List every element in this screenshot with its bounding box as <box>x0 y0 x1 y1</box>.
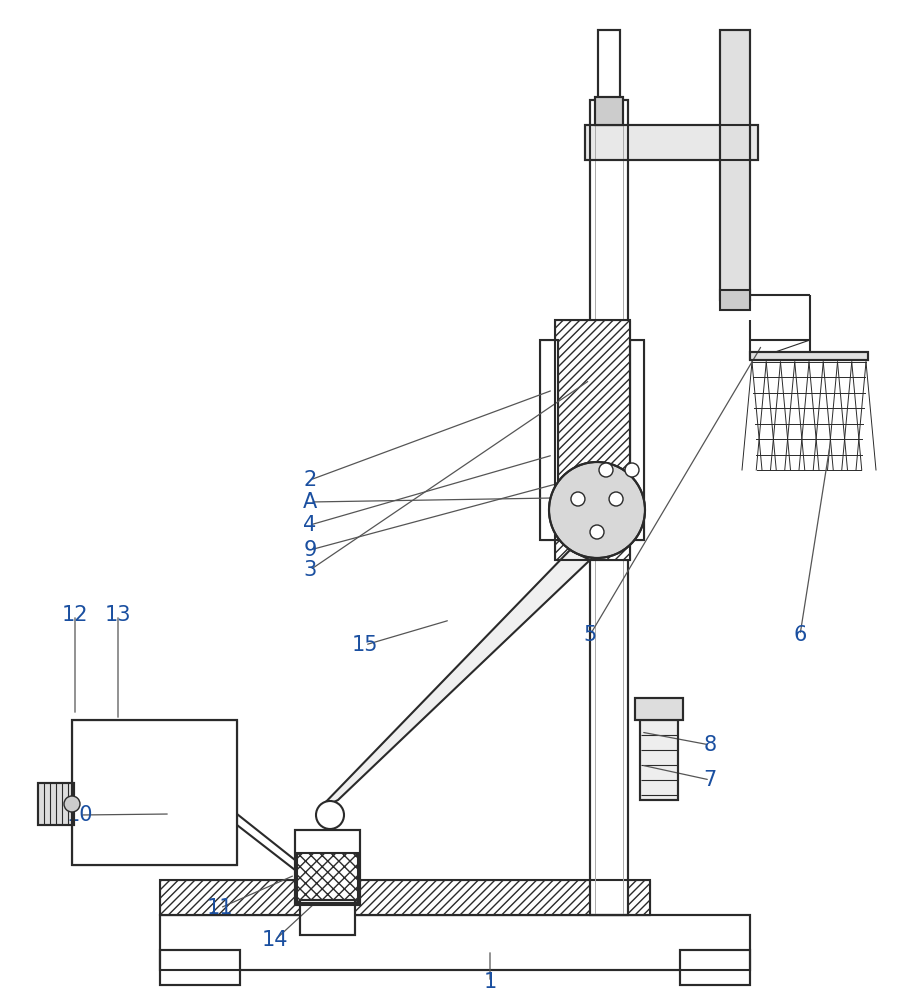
Bar <box>555 320 630 560</box>
Text: 5: 5 <box>583 625 597 645</box>
Bar <box>640 715 678 800</box>
Bar <box>750 352 868 360</box>
Text: 4: 4 <box>303 515 317 535</box>
Text: 14: 14 <box>262 930 288 950</box>
Bar <box>590 100 628 915</box>
Text: 12: 12 <box>62 605 88 625</box>
Bar <box>72 720 237 865</box>
Text: 13: 13 <box>104 605 132 625</box>
Bar <box>300 900 355 935</box>
Bar <box>160 950 240 985</box>
Bar <box>595 97 623 125</box>
Polygon shape <box>318 550 590 810</box>
Text: 8: 8 <box>704 735 716 755</box>
Circle shape <box>609 492 623 506</box>
Bar <box>750 352 868 360</box>
Bar <box>585 125 758 160</box>
Bar <box>38 783 74 825</box>
Bar <box>720 30 750 300</box>
Bar <box>72 720 237 865</box>
Bar <box>720 30 750 300</box>
Bar <box>72 720 237 865</box>
Text: 6: 6 <box>794 625 806 645</box>
Bar <box>160 950 240 985</box>
Bar <box>635 698 683 720</box>
Bar <box>640 715 678 800</box>
Bar <box>598 30 620 100</box>
Bar <box>630 340 644 540</box>
Circle shape <box>599 463 613 477</box>
Circle shape <box>625 463 639 477</box>
Text: 15: 15 <box>351 635 379 655</box>
Bar <box>297 853 358 903</box>
Text: 11: 11 <box>207 898 233 918</box>
Bar <box>540 340 558 540</box>
Bar <box>585 125 758 160</box>
Text: 2: 2 <box>303 470 317 490</box>
Bar <box>160 880 650 915</box>
Bar <box>300 900 355 935</box>
Bar <box>295 830 360 905</box>
Text: 7: 7 <box>704 770 716 790</box>
Circle shape <box>571 492 585 506</box>
Bar <box>680 950 750 985</box>
Text: 3: 3 <box>303 560 317 580</box>
Bar <box>540 340 558 540</box>
Bar <box>595 97 623 125</box>
Circle shape <box>64 796 80 812</box>
Bar <box>295 830 360 905</box>
Bar <box>630 340 644 540</box>
Text: 1: 1 <box>483 972 497 992</box>
Circle shape <box>316 801 344 829</box>
Bar <box>38 783 74 825</box>
Circle shape <box>590 525 604 539</box>
Text: 10: 10 <box>67 805 94 825</box>
Text: 9: 9 <box>303 540 317 560</box>
Bar <box>590 100 628 915</box>
Bar <box>680 950 750 985</box>
Bar <box>555 320 630 560</box>
Bar <box>720 290 750 310</box>
Bar <box>297 853 358 903</box>
Bar <box>598 30 620 100</box>
Text: A: A <box>303 492 317 512</box>
Bar <box>635 698 683 720</box>
Circle shape <box>549 462 645 558</box>
Bar <box>160 915 750 970</box>
Bar <box>160 915 750 970</box>
Bar <box>160 880 650 915</box>
